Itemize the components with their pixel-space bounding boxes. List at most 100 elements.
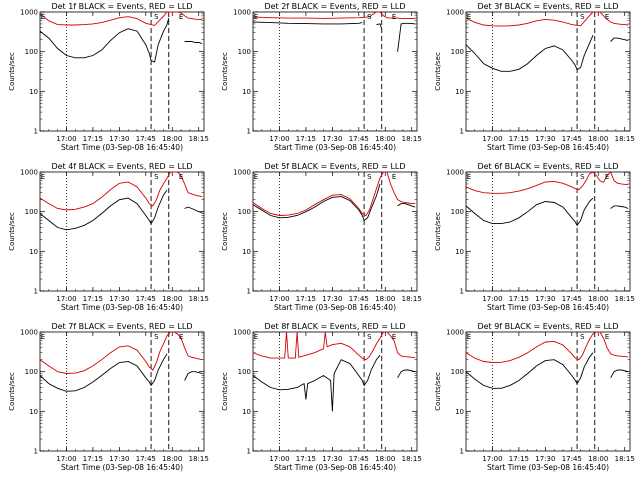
- event-marker-label: S: [367, 13, 372, 21]
- x-tick-label: 18:15: [189, 455, 209, 463]
- event-marker-label: S: [580, 333, 585, 341]
- event-marker-label: E: [605, 173, 609, 181]
- x-tick-label: 17:45: [562, 455, 582, 463]
- x-tick-label: 17:30: [322, 455, 342, 463]
- panel-3: Det 3f BLACK = Events, RED = LLD 1 10 100 10…: [434, 2, 635, 152]
- panel-2: Det 2f BLACK = Events, RED = LLD 1 10 100 10…: [221, 2, 422, 152]
- event-marker-label: E: [254, 333, 258, 341]
- x-axis-label: Start Time (03-Sep-08 16:45:40): [487, 143, 609, 152]
- event-marker-label: E: [179, 173, 183, 181]
- y-axis-label: Counts/sec: [434, 372, 442, 411]
- y-axis-label: Counts/sec: [221, 52, 229, 91]
- x-tick-label: 17:00: [56, 455, 76, 463]
- x-tick-label: 18:00: [162, 455, 182, 463]
- plot-frame: [252, 11, 418, 132]
- lld-series-line: [252, 331, 416, 361]
- x-tick-label: 18:15: [402, 295, 422, 303]
- plot-frame: [39, 331, 205, 452]
- x-tick-label: 17:45: [349, 455, 369, 463]
- x-tick-label: 18:15: [615, 455, 635, 463]
- event-marker-label: E: [467, 13, 471, 21]
- event-marker-label: E: [41, 13, 45, 21]
- x-tick-label: 17:00: [482, 295, 502, 303]
- x-tick-label: 17:15: [83, 455, 103, 463]
- y-tick-label: 100: [238, 48, 251, 56]
- y-tick-label: 1000: [446, 329, 464, 337]
- x-tick-label: 18:00: [375, 135, 395, 143]
- x-tick-label: 17:45: [562, 135, 582, 143]
- x-tick-label: 17:15: [509, 295, 529, 303]
- plot-frame: [252, 171, 418, 292]
- x-tick-label: 18:00: [588, 455, 608, 463]
- x-tick-label: 17:15: [83, 135, 103, 143]
- plot-frame: [465, 11, 631, 132]
- event-marker-label: E: [392, 173, 396, 181]
- y-tick-label: 1000: [233, 169, 251, 177]
- y-tick-label: 1000: [20, 169, 38, 177]
- lld-series-line: [252, 11, 416, 19]
- y-tick-label: 100: [25, 368, 38, 376]
- x-axis-label: Start Time (03-Sep-08 16:45:40): [487, 463, 609, 472]
- panel-title: Det 6f BLACK = Events, RED = LLD: [477, 162, 618, 171]
- y-axis-label: Counts/sec: [434, 52, 442, 91]
- events-series-line: [252, 183, 416, 222]
- y-tick-label: 1000: [446, 9, 464, 17]
- panel-5: Det 5f BLACK = Events, RED = LLD 1 10 100 10…: [221, 162, 422, 312]
- y-tick-label: 100: [25, 48, 38, 56]
- x-tick-label: 17:30: [109, 295, 129, 303]
- y-tick-label: 10: [242, 248, 251, 256]
- event-marker-label: S: [580, 13, 585, 21]
- panel-9: Det 9f BLACK = Events, RED = LLD 1 10 100 10…: [434, 322, 635, 472]
- x-axis-label: Start Time (03-Sep-08 16:45:40): [487, 303, 609, 312]
- y-tick-label: 10: [29, 248, 38, 256]
- event-marker-label: S: [367, 333, 372, 341]
- y-tick-label: 1000: [20, 329, 38, 337]
- y-tick-label: 10: [29, 88, 38, 96]
- lld-series-line: [465, 11, 629, 27]
- x-tick-label: 18:00: [588, 295, 608, 303]
- y-axis-label: Counts/sec: [221, 372, 229, 411]
- event-marker-label: S: [580, 173, 585, 181]
- event-marker-label: E: [392, 333, 396, 341]
- event-marker-label: E: [41, 333, 45, 341]
- events-series-line: [39, 17, 203, 63]
- panel-6: Det 6f BLACK = Events, RED = LLD 1 10 100 10…: [434, 162, 635, 312]
- panel-title: Det 7f BLACK = Events, RED = LLD: [51, 322, 192, 331]
- event-marker-label: S: [154, 173, 159, 181]
- events-series-line: [39, 353, 203, 392]
- events-series-line: [465, 352, 629, 389]
- y-tick-label: 10: [29, 408, 38, 416]
- y-tick-label: 1: [34, 128, 38, 136]
- x-tick-label: 17:45: [349, 295, 369, 303]
- y-axis-label: Counts/sec: [221, 212, 229, 251]
- x-axis-label: Start Time (03-Sep-08 16:45:40): [274, 463, 396, 472]
- events-series-line: [465, 197, 629, 227]
- events-series-line: [465, 35, 629, 72]
- event-marker-label: E: [467, 173, 471, 181]
- x-tick-label: 18:15: [402, 135, 422, 143]
- plot-frame: [252, 331, 418, 452]
- x-tick-label: 17:15: [509, 455, 529, 463]
- x-tick-label: 17:30: [109, 135, 129, 143]
- x-tick-label: 17:15: [83, 295, 103, 303]
- event-marker-label: S: [154, 333, 159, 341]
- event-marker-label: E: [392, 13, 396, 21]
- plot-frame: [465, 171, 631, 292]
- y-tick-label: 100: [238, 208, 251, 216]
- panel-title: Det 8f BLACK = Events, RED = LLD: [264, 322, 405, 331]
- event-marker-label: E: [254, 13, 258, 21]
- panel-1: Det 1f BLACK = Events, RED = LLD 1 10 100 10…: [8, 2, 209, 152]
- event-marker-label: E: [605, 13, 609, 21]
- x-tick-label: 17:15: [509, 135, 529, 143]
- x-tick-label: 17:00: [269, 455, 289, 463]
- y-tick-label: 1: [34, 448, 38, 456]
- y-tick-label: 10: [455, 88, 464, 96]
- panel-title: Det 9f BLACK = Events, RED = LLD: [477, 322, 618, 331]
- y-tick-label: 1: [34, 288, 38, 296]
- y-tick-label: 10: [242, 408, 251, 416]
- lld-series-line: [39, 331, 203, 374]
- panel-4: Det 4f BLACK = Events, RED = LLD 1 10 100 10…: [8, 162, 209, 312]
- x-tick-label: 17:00: [56, 295, 76, 303]
- y-tick-label: 1000: [233, 9, 251, 17]
- x-tick-label: 17:30: [322, 295, 342, 303]
